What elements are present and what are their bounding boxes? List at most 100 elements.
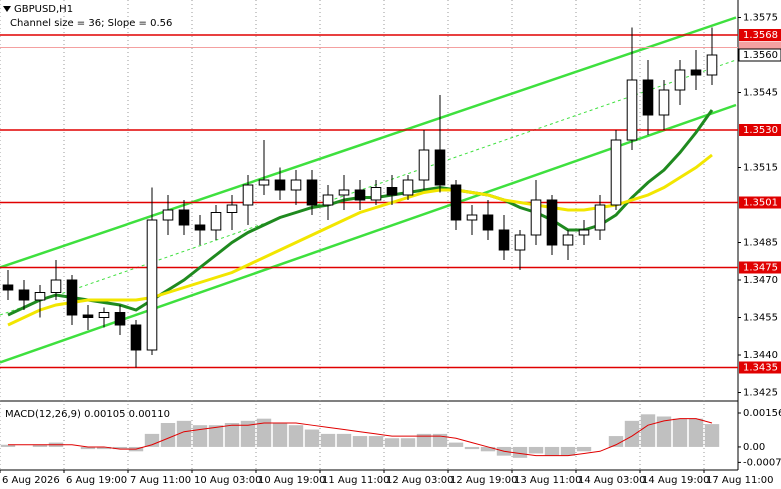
macd-bar: [176, 420, 192, 447]
candle-body: [354, 189, 366, 201]
macd-bar: [384, 438, 400, 447]
candle-body: [146, 219, 158, 351]
macd-bar: [432, 433, 448, 447]
candle-body: [514, 234, 526, 251]
macd-bar: [464, 446, 480, 450]
candle-body: [578, 229, 590, 236]
level-label-box: [739, 29, 781, 41]
price-label: 1.3560: [743, 50, 778, 61]
macd-bar: [512, 446, 528, 458]
macd-title: MACD(12,26,9) 0.00105 0.00110: [5, 409, 170, 420]
macd-bar: [96, 446, 112, 450]
macd-signal: [8, 418, 713, 457]
candle-body: [226, 204, 238, 213]
candle-body: [642, 79, 654, 116]
macd-bar: [320, 433, 336, 447]
candle-body: [658, 89, 670, 116]
candle-body: [370, 187, 382, 201]
candle-body: [50, 279, 62, 293]
y-tick-label: 1.3440: [743, 350, 778, 361]
y-tick-label: 1.3545: [743, 88, 778, 99]
level-label-box: [739, 196, 781, 209]
macd-bar: [352, 436, 368, 447]
candle-body: [674, 69, 686, 91]
macd-bar: [688, 418, 704, 447]
macd-y-tick-label: 0.00: [743, 442, 765, 453]
y-tick-label: 1.3515: [743, 163, 778, 174]
candle-body: [66, 279, 78, 316]
macd-bar: [160, 423, 176, 447]
x-tick-label: 14 Aug 19:00: [642, 475, 709, 486]
macd-bar: [576, 446, 592, 452]
x-tick-label: 6 Aug 19:00: [66, 475, 127, 486]
macd-y-tick-label: 0.00156: [743, 408, 781, 419]
macd-bar: [336, 433, 352, 447]
candle-body: [690, 69, 702, 76]
level-label-box: [739, 261, 781, 274]
candle-body: [546, 199, 558, 246]
macd-bar: [528, 446, 544, 454]
candle-body: [626, 79, 638, 141]
candle-body: [290, 179, 302, 191]
macd-bar: [224, 423, 240, 447]
x-tick-label: 7 Aug 11:00: [130, 475, 191, 486]
macd-bar: [640, 414, 656, 447]
macd-bar: [304, 429, 320, 447]
candle-body: [18, 289, 30, 301]
candle-body: [2, 284, 14, 291]
level-label-box: [739, 361, 781, 374]
macd-bar: [256, 418, 272, 447]
macd-bar: [272, 423, 288, 447]
y-tick-label: 1.3455: [743, 313, 778, 324]
macd-bar: [112, 446, 128, 450]
macd-bar: [608, 436, 624, 447]
level-label: 1.3568: [743, 30, 778, 41]
macd-bar: [656, 416, 672, 447]
candle-body: [402, 179, 414, 196]
macd-bar: [80, 446, 96, 450]
candle-body: [130, 324, 142, 351]
macd-bar: [400, 438, 416, 447]
candle-body: [242, 184, 254, 206]
x-tick-label: 10 Aug 19:00: [258, 475, 325, 486]
candle-body: [306, 179, 318, 206]
candle-body: [98, 312, 110, 318]
candle-body: [482, 214, 494, 231]
x-tick-label: 14 Aug 03:00: [578, 475, 645, 486]
macd-bar: [208, 425, 224, 447]
candle-body: [114, 312, 126, 326]
candle-body: [178, 209, 190, 226]
candle-body: [562, 234, 574, 246]
macd-bar: [240, 420, 256, 447]
candle-body: [274, 179, 286, 191]
x-tick-label: 17 Aug 11:00: [706, 475, 773, 486]
candle-body: [434, 149, 446, 186]
macd-bar: [480, 446, 496, 452]
level-label: 1.3501: [743, 198, 778, 209]
symbol-icon: [3, 6, 11, 12]
macd-bar: [32, 444, 48, 447]
channel-line: [0, 59, 737, 316]
channel-line: [0, 16, 737, 269]
candle-body: [210, 212, 222, 231]
chart-subtitle: Channel size = 36; Slope = 0.56: [10, 18, 172, 29]
candle-body: [162, 209, 174, 221]
x-tick-label: 12 Aug 19:00: [450, 475, 517, 486]
macd-bar: [704, 424, 720, 447]
macd-bar: [0, 444, 16, 447]
candle-body: [194, 224, 206, 231]
y-tick-label: 1.3470: [743, 275, 778, 286]
x-tick-label: 6 Aug 2026: [2, 475, 60, 486]
level-label-box: [739, 124, 781, 136]
candle-body: [338, 189, 350, 196]
x-tick-label: 12 Aug 03:00: [386, 475, 453, 486]
macd-bar: [192, 425, 208, 447]
y-tick-label: 1.3485: [743, 238, 778, 249]
candle-body: [594, 204, 606, 231]
y-tick-label: 1.3425: [743, 388, 778, 399]
candle-body: [34, 292, 46, 301]
candle-body: [466, 214, 478, 221]
